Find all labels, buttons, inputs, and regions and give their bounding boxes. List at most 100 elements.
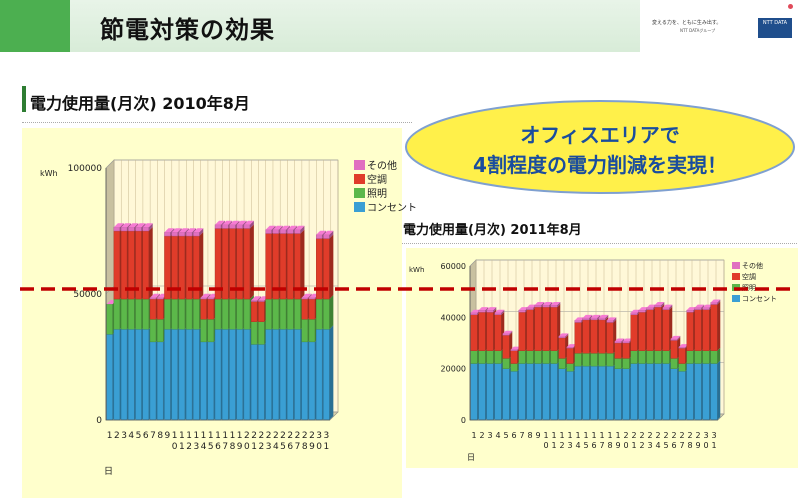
- chart2-legend-label: 照明: [742, 284, 756, 292]
- chart1-xtick-label: 8: [230, 442, 236, 452]
- chart1-bar-top: [200, 293, 211, 298]
- chart2-bar-segment: [542, 363, 550, 421]
- chart2-bar-side: [509, 330, 513, 336]
- chart2-bar-segment: [582, 365, 590, 421]
- chart1-title: 電力使用量(月次) 2010年8月: [30, 94, 250, 113]
- chart2-bar-segment: [574, 320, 582, 323]
- chart1-bar-segment: [265, 229, 272, 234]
- chart1-bar-segment: [222, 329, 229, 421]
- chart2-bar-segment: [478, 363, 486, 421]
- chart2-bar-top: [518, 307, 529, 311]
- chart2-bar-segment: [534, 363, 542, 421]
- chart1-bar-segment: [193, 329, 200, 421]
- chart2-xtick-label: 3: [703, 431, 708, 440]
- chart1-xtick-label: 1: [230, 431, 236, 441]
- chart1-bar-top: [287, 225, 298, 230]
- chart2-bar-segment: [662, 309, 670, 351]
- chart2-bar-segment: [670, 358, 678, 369]
- chart2-xtick-label: 8: [607, 441, 612, 450]
- chart2-bar-top: [558, 333, 569, 337]
- chart1-bar-segment: [135, 329, 142, 421]
- chart1-bar-segment: [243, 329, 251, 421]
- chart2-bar-segment: [518, 312, 526, 351]
- chart2-bar-top: [582, 314, 593, 318]
- chart1-bar-segment: [222, 228, 229, 300]
- chart1-xtick-label: 2: [244, 431, 250, 441]
- chart2-xtick-label: 2: [479, 431, 484, 440]
- chart2-bar-segment: [598, 319, 606, 354]
- chart2-bar-segment: [550, 304, 558, 308]
- chart1-bar-segment: [120, 227, 128, 232]
- chart1-xtick-label: 9: [237, 442, 243, 452]
- chart2-xtick-label: 9: [615, 441, 620, 450]
- chart2-bar-side: [717, 299, 721, 305]
- chart2-bar-segment: [478, 350, 486, 364]
- chart1-bar-segment: [250, 301, 258, 322]
- chart2-bar-segment: [694, 363, 702, 421]
- chart2-bar-segment: [686, 309, 694, 313]
- chart2-xtick-label: 1: [631, 441, 636, 450]
- chart1-bar-segment: [258, 300, 265, 302]
- chart2-bar-segment: [630, 312, 638, 315]
- chart2-bar-segment: [542, 304, 550, 308]
- chart2-bar-segment: [558, 368, 566, 421]
- chart1-bar-segment: [193, 232, 200, 237]
- chart2-bar-side: [485, 307, 489, 313]
- chart1-xtick-label: 8: [157, 431, 163, 441]
- chart1-bar-segment: [120, 298, 128, 330]
- chart2-xtick-label: 1: [615, 431, 620, 440]
- chart2-title-underline: [397, 243, 797, 244]
- chart1-xtick-label: 2: [186, 442, 192, 452]
- chart2-bar-segment: [558, 337, 566, 359]
- chart1-bar-segment: [164, 298, 171, 330]
- chart1-bar-segment: [301, 319, 308, 343]
- chart1-bar-segment: [243, 224, 251, 229]
- chart2-bar-segment: [662, 350, 670, 364]
- chart1-bar-segment: [279, 298, 287, 330]
- chart2-xtick-label: 5: [583, 441, 588, 450]
- chart2-bar-segment: [598, 365, 606, 421]
- chart2-xtick-label: 1: [711, 441, 716, 450]
- logo-tagline: 変える力を、ともに生み出す。: [652, 20, 722, 26]
- chart2-bar-side: [557, 302, 561, 308]
- chart2-bar-segment: [566, 363, 574, 372]
- chart1-bar-segment: [315, 234, 323, 239]
- chart1-xtick-label: 2: [114, 431, 120, 441]
- chart2-xtick-label: 2: [639, 431, 644, 440]
- chart2-bar-segment: [670, 338, 678, 341]
- chart1-xtick-label: 2: [302, 431, 308, 441]
- chart1-xtick-label: 6: [215, 442, 221, 452]
- chart1-xtick-label: 7: [150, 431, 156, 441]
- chart1-xtick-label: 7: [295, 442, 301, 452]
- chart2-bar-top: [534, 302, 545, 306]
- company-logo: 変える力を、ともに生み出す。 NTT DATAグループ NTT DATA: [648, 12, 798, 42]
- chart1-bar-top: [222, 220, 233, 225]
- chart1-xtick-label: 8: [302, 442, 308, 452]
- chart2-bar-segment: [630, 350, 638, 364]
- chart1-bar-side: [300, 225, 305, 234]
- chart1-bar-segment: [272, 298, 279, 330]
- chart1-title-underline: [22, 122, 412, 123]
- chart2-bar-segment: [534, 350, 542, 364]
- chart2-legend-label: コンセント: [742, 295, 777, 303]
- chart1-xtick-label: 2: [295, 431, 301, 441]
- chart2-xtick-label: 3: [487, 431, 492, 440]
- chart1-legend-swatch: [354, 202, 365, 212]
- chart2-xtick-label: 1: [583, 431, 588, 440]
- chart2-bar-segment: [670, 340, 678, 359]
- chart2-bar-segment: [502, 333, 510, 336]
- chart1-xtick-label: 2: [309, 431, 315, 441]
- chart2-bar-segment: [694, 350, 702, 364]
- chart2-bar-segment: [606, 322, 614, 354]
- chart2-bar-top: [574, 317, 585, 321]
- chart1-bar-segment: [308, 319, 316, 343]
- chart1-bar-segment: [258, 321, 265, 345]
- chart1-bar-top: [135, 223, 146, 228]
- chart2-bar-segment: [582, 317, 590, 321]
- chart2-bar-segment: [502, 358, 510, 369]
- chart2-bar-segment: [542, 306, 550, 351]
- chart2-bar-segment: [702, 363, 710, 421]
- chart1-xtick-label: 0: [244, 442, 250, 452]
- chart1-bar-side: [300, 229, 305, 300]
